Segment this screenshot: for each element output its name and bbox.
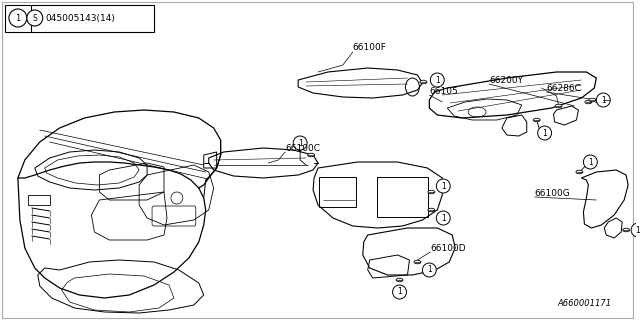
Ellipse shape <box>585 100 592 104</box>
Circle shape <box>430 73 444 87</box>
Text: 1: 1 <box>636 226 640 235</box>
Ellipse shape <box>533 118 540 122</box>
Text: 1: 1 <box>588 157 593 166</box>
Circle shape <box>9 9 27 27</box>
Ellipse shape <box>396 278 403 282</box>
Ellipse shape <box>589 98 596 102</box>
Circle shape <box>422 263 436 277</box>
Text: 66100F: 66100F <box>353 43 387 52</box>
Circle shape <box>631 223 640 237</box>
Text: 66100G: 66100G <box>534 188 570 197</box>
Ellipse shape <box>623 228 630 232</box>
Circle shape <box>27 10 43 26</box>
Text: A660001171: A660001171 <box>557 299 611 308</box>
Ellipse shape <box>555 104 562 108</box>
Ellipse shape <box>308 153 314 157</box>
Text: 66100D: 66100D <box>430 244 466 252</box>
Circle shape <box>293 136 307 150</box>
Text: 045005143(14): 045005143(14) <box>45 13 116 22</box>
Circle shape <box>436 179 450 193</box>
Circle shape <box>538 126 552 140</box>
Ellipse shape <box>576 170 583 174</box>
Text: 66105: 66105 <box>429 86 458 95</box>
Text: 1: 1 <box>15 13 20 22</box>
Bar <box>5 5 154 32</box>
Text: 1: 1 <box>298 139 303 148</box>
Ellipse shape <box>414 260 421 264</box>
Circle shape <box>584 155 597 169</box>
Text: 1: 1 <box>601 95 605 105</box>
Text: 66286C: 66286C <box>547 84 582 92</box>
Text: 1: 1 <box>435 76 440 84</box>
Text: 1: 1 <box>397 287 402 297</box>
Circle shape <box>596 93 610 107</box>
Circle shape <box>392 285 406 299</box>
Text: 1: 1 <box>427 266 432 275</box>
Ellipse shape <box>428 208 435 212</box>
Ellipse shape <box>428 190 435 194</box>
Text: 1: 1 <box>441 181 445 190</box>
Text: 66100C: 66100C <box>285 143 320 153</box>
Text: 66200Y: 66200Y <box>489 76 523 84</box>
Text: 1: 1 <box>441 213 445 222</box>
Ellipse shape <box>603 98 610 102</box>
Bar <box>28 195 50 205</box>
Text: 1: 1 <box>542 129 547 138</box>
Circle shape <box>436 211 450 225</box>
Text: S: S <box>33 13 37 22</box>
Ellipse shape <box>420 80 427 84</box>
